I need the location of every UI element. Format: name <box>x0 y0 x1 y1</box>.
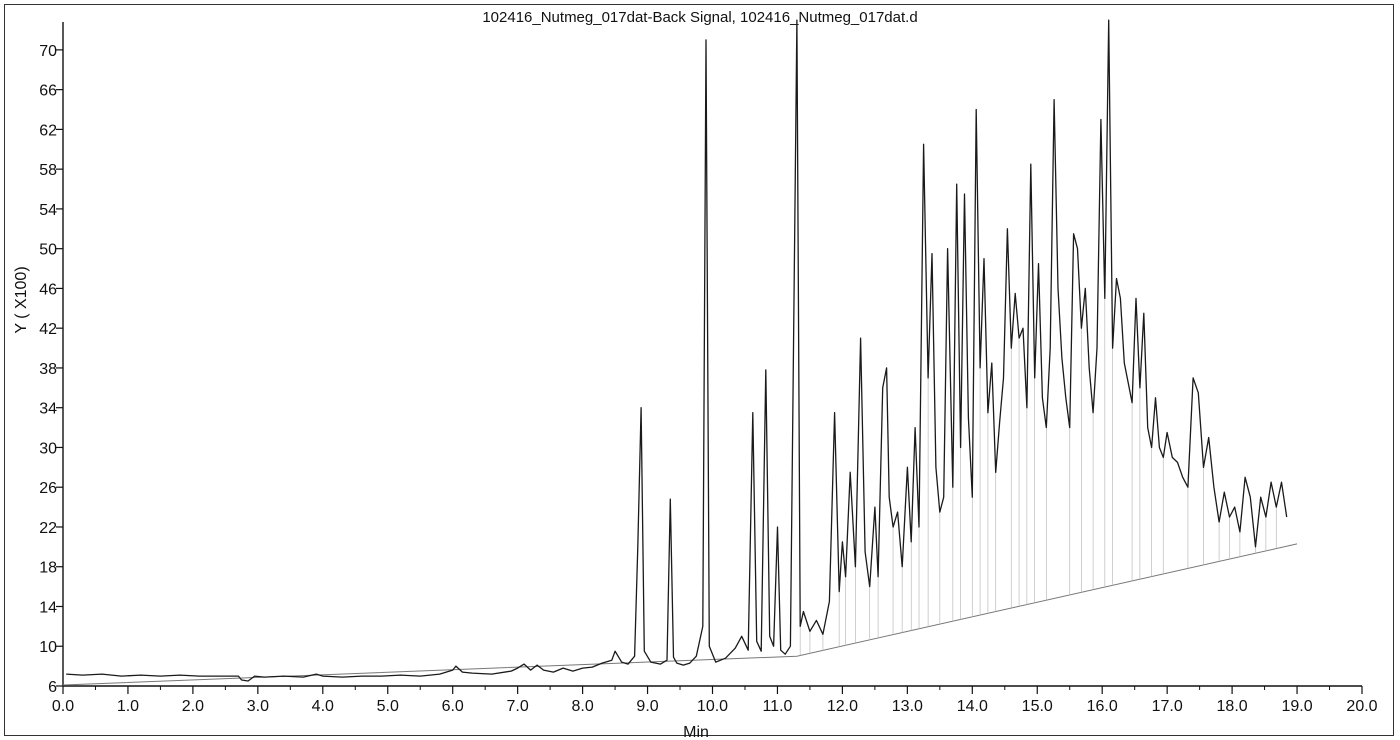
y-tick-label: 6 <box>48 679 57 696</box>
x-tick-label: 18.0 <box>1217 698 1248 715</box>
y-tick-label: 58 <box>39 162 57 179</box>
x-axis-label: Min <box>683 724 709 740</box>
y-tick-label: 70 <box>39 43 57 60</box>
y-tick-label: 66 <box>39 83 57 100</box>
x-tick-label: 12.0 <box>827 698 858 715</box>
x-tick-label: 19.0 <box>1281 698 1312 715</box>
x-tick-label: 15.0 <box>1022 698 1053 715</box>
chart-frame <box>4 4 1394 736</box>
plot-area <box>66 19 1288 682</box>
x-tick-label: 11.0 <box>762 698 792 715</box>
x-tick-label: 1.0 <box>117 698 139 715</box>
y-tick-label: 54 <box>39 202 57 219</box>
ticks: 0.0 1.0 2.0 3.0 4.0 5.0 6.0 7.0 8.0 9.0 10.0 11.0 12… <box>39 43 1377 715</box>
x-tick-label: 17.0 <box>1152 698 1183 715</box>
y-tick-label: 22 <box>39 520 57 537</box>
y-tick-label: 10 <box>39 639 57 656</box>
y-tick-label: 30 <box>39 440 57 457</box>
x-tick-label: 16.0 <box>1087 698 1118 715</box>
y-tick-label: 38 <box>39 361 57 378</box>
x-tick-label: 14.0 <box>957 698 988 715</box>
y-tick-label: 34 <box>39 401 57 418</box>
signal-trace <box>66 19 1288 682</box>
x-tick-label: 5.0 <box>377 698 399 715</box>
x-tick-label: 3.0 <box>247 698 269 715</box>
y-tick-label: 46 <box>39 281 57 298</box>
x-tick-label: 8.0 <box>571 698 593 715</box>
x-tick-label: 6.0 <box>442 698 464 715</box>
chart-title: 102416_Nutmeg_017dat-Back Signal, 102416… <box>482 9 917 26</box>
baseline-group <box>62 298 1298 686</box>
x-tick-label: 0.0 <box>52 698 74 715</box>
y-tick-label: 50 <box>39 242 57 259</box>
y-tick-label: 14 <box>39 599 57 616</box>
axes <box>62 22 1362 687</box>
y-tick-label: 62 <box>39 122 57 139</box>
x-tick-label: 7.0 <box>507 698 529 715</box>
x-tick-label: 4.0 <box>312 698 334 715</box>
x-tick-label: 10.0 <box>697 698 728 715</box>
y-axis-label: Y ( X100) <box>13 266 30 333</box>
x-tick-label: 9.0 <box>636 698 658 715</box>
y-tick-label: 18 <box>39 560 57 577</box>
integration-baseline <box>62 543 1298 686</box>
x-tick-label: 20.0 <box>1346 698 1377 715</box>
y-tick-label: 26 <box>39 480 57 497</box>
x-tick-label: 13.0 <box>892 698 923 715</box>
x-tick-label: 2.0 <box>182 698 204 715</box>
y-tick-label: 42 <box>39 321 57 338</box>
